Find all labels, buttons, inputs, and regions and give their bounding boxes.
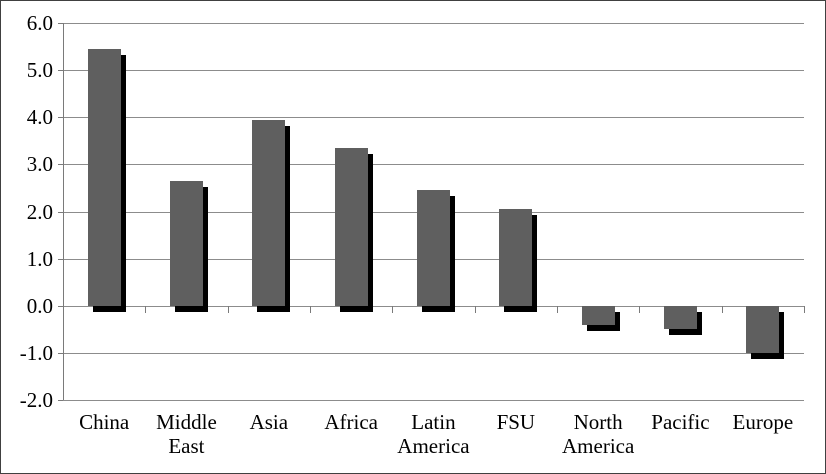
x-axis-category-label: FSU bbox=[496, 410, 536, 434]
gridline-y-2 bbox=[63, 400, 804, 401]
y-axis-tick bbox=[58, 400, 63, 401]
y-axis-tick-label: 5.0 bbox=[26, 58, 53, 83]
y-axis-line bbox=[63, 23, 64, 400]
y-axis-tick bbox=[58, 164, 63, 166]
bar-pacific bbox=[664, 305, 697, 330]
bar-china bbox=[87, 48, 121, 306]
y-axis-tick-label: -2.0 bbox=[19, 388, 53, 412]
x-axis-tick bbox=[639, 305, 641, 313]
x-axis-tick bbox=[392, 305, 394, 313]
gridline-y-1 bbox=[63, 352, 804, 354]
x-axis-category-label: Europe bbox=[732, 410, 794, 434]
y-axis-tick-label: -1.0 bbox=[19, 340, 53, 365]
bar-north-america bbox=[581, 305, 615, 325]
x-axis-category-label: Latin America bbox=[397, 410, 470, 458]
x-axis-tick bbox=[227, 305, 229, 313]
gridline-y0 bbox=[63, 305, 804, 307]
y-axis-tick-label: 2.0 bbox=[26, 199, 53, 224]
y-axis-tick bbox=[58, 352, 63, 354]
x-axis-category-label: Africa bbox=[324, 410, 378, 434]
y-axis-tick-label: 4.0 bbox=[26, 105, 53, 130]
x-axis-tick bbox=[310, 305, 311, 313]
bar-europe bbox=[746, 305, 780, 353]
gridline-y5 bbox=[63, 70, 804, 72]
x-axis-tick bbox=[557, 305, 558, 313]
bar-asia bbox=[252, 119, 286, 306]
y-axis-tick bbox=[58, 305, 63, 307]
y-axis-tick-label: 0.0 bbox=[26, 293, 53, 318]
x-axis-category-label: Pacific bbox=[651, 410, 710, 434]
gridline-y6 bbox=[63, 23, 804, 24]
y-axis-tick-label: 6.0 bbox=[26, 11, 53, 35]
x-axis-category-label: Asia bbox=[249, 410, 289, 434]
y-axis-tick-label: 1.0 bbox=[26, 246, 53, 271]
x-axis-tick bbox=[474, 305, 476, 313]
bar-fsu bbox=[499, 209, 533, 306]
x-axis-tick bbox=[145, 305, 147, 313]
bar-africa bbox=[334, 147, 368, 306]
plot-area bbox=[58, 23, 805, 401]
y-axis-tick bbox=[58, 70, 63, 72]
y-axis-tick-label: 3.0 bbox=[26, 152, 53, 177]
y-axis-tick bbox=[58, 211, 63, 213]
x-axis-category-label: North America bbox=[562, 410, 635, 458]
y-axis-tick bbox=[58, 23, 63, 24]
gridline-y3 bbox=[63, 164, 804, 166]
x-axis-tick bbox=[804, 305, 805, 313]
y-axis-tick bbox=[58, 258, 63, 260]
x-axis-tick bbox=[721, 305, 723, 313]
gridline-y4 bbox=[63, 117, 804, 119]
x-axis-category-label: China bbox=[79, 410, 130, 434]
x-axis-category-label: Middle East bbox=[156, 410, 217, 458]
bar-latin-america bbox=[417, 190, 450, 306]
x-axis-tick bbox=[63, 305, 64, 313]
bar-middle-east bbox=[170, 180, 203, 306]
y-axis-tick bbox=[58, 117, 63, 119]
